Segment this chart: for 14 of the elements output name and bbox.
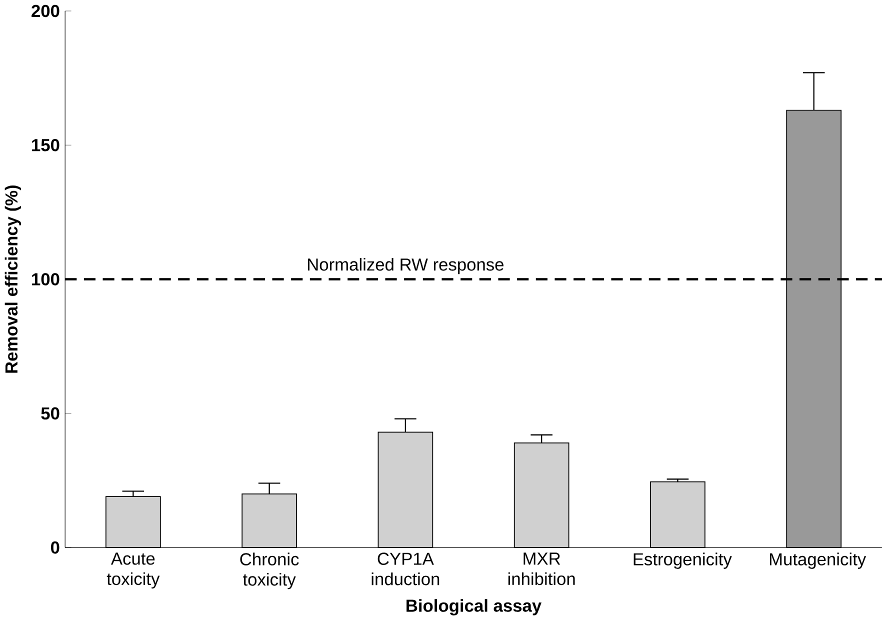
x-tick-label: Mutagenicity — [770, 552, 866, 569]
y-tick-label: 200 — [32, 4, 60, 18]
y-tick-label: 150 — [32, 138, 60, 152]
y-tick-label: 0 — [50, 541, 60, 554]
y-axis-title: Removal efficiency (%) — [4, 185, 22, 373]
y-tick-label: 100 — [32, 273, 60, 286]
x-axis-title: Biological assay — [406, 599, 542, 616]
ref-line-label: Normalized RW response — [308, 258, 504, 274]
x-tick-label: CYP1A induction — [372, 552, 440, 586]
x-tick-label: MXR inhibition — [508, 552, 575, 585]
y-tick-label: 50 — [41, 407, 60, 420]
x-tick-label: Acute toxicity — [106, 552, 160, 588]
x-tick-label: Estrogenicity — [634, 552, 732, 569]
x-tick-label: Chronic toxicity — [240, 552, 299, 590]
